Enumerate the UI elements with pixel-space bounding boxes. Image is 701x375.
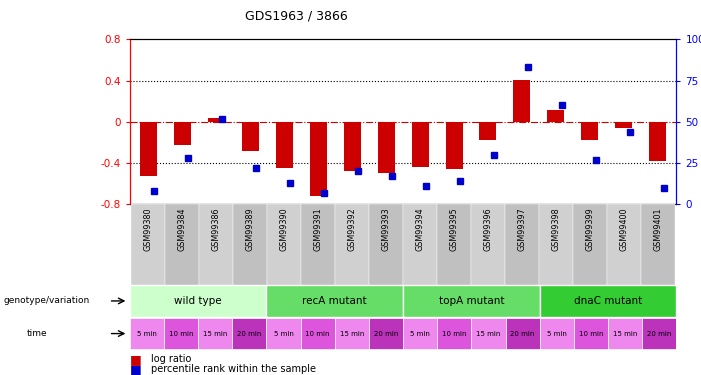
Text: ■: ■ (130, 353, 142, 366)
Bar (471, 318, 505, 349)
Bar (140, 122, 157, 176)
Bar (471, 204, 505, 285)
Text: GSM99394: GSM99394 (416, 208, 425, 251)
Text: GSM99392: GSM99392 (348, 208, 357, 251)
Bar (165, 204, 199, 285)
Text: ■: ■ (130, 363, 142, 375)
Bar (266, 318, 301, 349)
Bar (513, 80, 531, 122)
Text: topA mutant: topA mutant (439, 296, 504, 306)
Bar (335, 318, 369, 349)
Bar (479, 122, 496, 141)
Bar (540, 318, 574, 349)
Bar (547, 110, 564, 122)
Bar (403, 285, 540, 317)
Text: 10 min: 10 min (442, 331, 467, 337)
Bar (343, 122, 360, 171)
Bar (369, 318, 403, 349)
Bar (199, 204, 233, 285)
Bar (437, 318, 471, 349)
Bar (164, 318, 198, 349)
Bar (130, 318, 164, 349)
Bar (539, 204, 573, 285)
Text: 5 min: 5 min (410, 331, 430, 337)
Bar (437, 204, 471, 285)
Bar (411, 122, 428, 167)
Text: GSM99386: GSM99386 (212, 208, 221, 251)
Bar (232, 318, 266, 349)
Text: GSM99396: GSM99396 (484, 208, 493, 251)
Text: dnaC mutant: dnaC mutant (574, 296, 642, 306)
Text: 20 min: 20 min (510, 331, 535, 337)
Text: 5 min: 5 min (273, 331, 294, 337)
Text: 20 min: 20 min (237, 331, 261, 337)
Bar (505, 204, 539, 285)
Text: 10 min: 10 min (169, 331, 193, 337)
Bar (131, 204, 165, 285)
Bar (301, 318, 335, 349)
Text: GSM99391: GSM99391 (313, 208, 322, 251)
Bar (607, 204, 641, 285)
Bar (275, 122, 293, 168)
Bar (540, 285, 676, 317)
Text: 20 min: 20 min (374, 331, 398, 337)
Text: GSM99390: GSM99390 (280, 208, 289, 251)
Bar (574, 318, 608, 349)
Text: 15 min: 15 min (476, 331, 501, 337)
Bar (615, 122, 632, 128)
Text: recA mutant: recA mutant (302, 296, 367, 306)
Text: genotype/variation: genotype/variation (4, 296, 90, 305)
Bar (403, 204, 437, 285)
Bar (198, 318, 232, 349)
Bar (174, 122, 191, 145)
Bar (446, 122, 463, 170)
Bar (505, 318, 540, 349)
Bar (301, 204, 335, 285)
Bar (267, 204, 301, 285)
Text: GSM99395: GSM99395 (449, 208, 458, 251)
Text: 10 min: 10 min (306, 331, 330, 337)
Text: wild type: wild type (175, 296, 222, 306)
Bar (207, 118, 225, 122)
Text: GSM99400: GSM99400 (619, 208, 628, 251)
Bar (641, 204, 675, 285)
Bar (242, 122, 259, 151)
Text: time: time (27, 329, 47, 338)
Bar (310, 122, 327, 196)
Text: 15 min: 15 min (613, 331, 637, 337)
Text: percentile rank within the sample: percentile rank within the sample (151, 364, 315, 374)
Text: 15 min: 15 min (339, 331, 364, 337)
Text: GSM99398: GSM99398 (552, 208, 560, 251)
Bar (378, 122, 395, 173)
Text: 5 min: 5 min (547, 331, 567, 337)
Text: GSM99389: GSM99389 (246, 208, 254, 251)
Bar (335, 204, 369, 285)
Text: GSM99397: GSM99397 (517, 208, 526, 251)
Text: GSM99384: GSM99384 (178, 208, 187, 251)
Bar (649, 122, 666, 161)
Bar (233, 204, 267, 285)
Text: GSM99399: GSM99399 (585, 208, 594, 251)
Bar (608, 318, 642, 349)
Text: 5 min: 5 min (137, 331, 157, 337)
Bar (642, 318, 676, 349)
Text: 15 min: 15 min (203, 331, 227, 337)
Bar (403, 318, 437, 349)
Text: GDS1963 / 3866: GDS1963 / 3866 (245, 9, 348, 22)
Bar (266, 285, 403, 317)
Bar (369, 204, 403, 285)
Text: GSM99401: GSM99401 (653, 208, 662, 251)
Bar (581, 122, 599, 141)
Text: GSM99393: GSM99393 (381, 208, 390, 251)
Text: log ratio: log ratio (151, 354, 191, 364)
Bar (130, 285, 266, 317)
Text: 20 min: 20 min (647, 331, 672, 337)
Text: GSM99380: GSM99380 (144, 208, 153, 251)
Bar (573, 204, 607, 285)
Text: 10 min: 10 min (579, 331, 604, 337)
